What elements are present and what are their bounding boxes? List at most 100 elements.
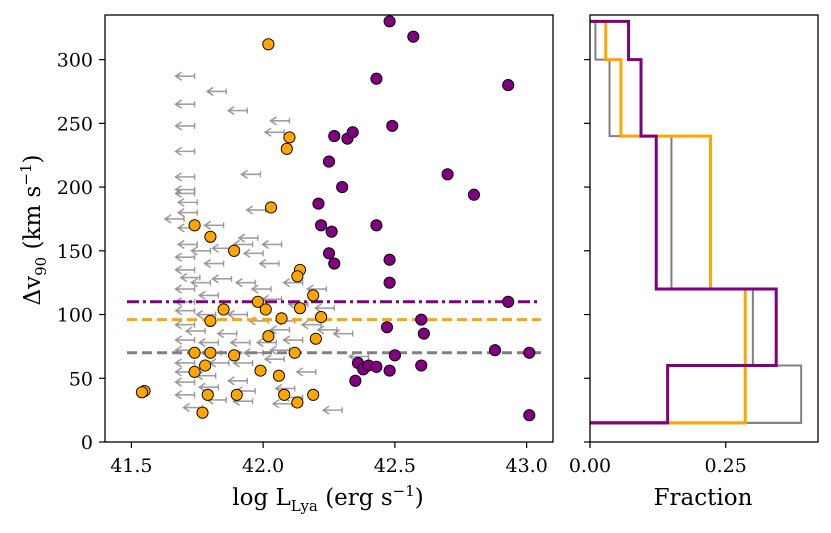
purple-point bbox=[322, 155, 336, 168]
upper-limit-arrow bbox=[174, 146, 196, 157]
upper-limit-arrow bbox=[176, 197, 198, 208]
purple-point bbox=[349, 374, 362, 387]
orange-point bbox=[204, 230, 217, 243]
upper-limit-arrow bbox=[282, 278, 304, 288]
upper-limit-arrow bbox=[313, 303, 335, 313]
upper-limit-head bbox=[211, 274, 219, 284]
orange-point bbox=[228, 244, 241, 257]
purple-point bbox=[502, 295, 515, 308]
purple-point bbox=[325, 225, 338, 238]
upper-limit-head bbox=[245, 205, 254, 215]
purple-point bbox=[388, 349, 401, 362]
upper-limit-head bbox=[313, 303, 322, 313]
purple-point bbox=[380, 321, 394, 334]
upper-limit-arrow bbox=[174, 71, 196, 81]
orange-point bbox=[262, 330, 275, 343]
purple-point bbox=[383, 276, 396, 289]
upper-limit-head bbox=[242, 248, 251, 259]
upper-limit-head bbox=[263, 127, 272, 137]
scatter-panel: 41.5 42.0 42.5 43.0 0 50 100 150 200 250 300 bbox=[57, 14, 554, 477]
x-tick-label: 41.5 bbox=[110, 455, 152, 477]
y-tick-label: 0 bbox=[81, 432, 93, 454]
histogram-frame bbox=[589, 14, 819, 443]
purple-point bbox=[407, 30, 420, 43]
upper-limit-head bbox=[237, 233, 246, 243]
scatter-frame bbox=[104, 14, 554, 443]
purple-point bbox=[523, 346, 536, 359]
upper-limit-head bbox=[240, 169, 248, 179]
upper-limit-head bbox=[189, 278, 198, 288]
upper-limit-head bbox=[242, 348, 251, 358]
purple-point bbox=[502, 79, 515, 92]
purple-point bbox=[370, 219, 383, 232]
upper-limit-head bbox=[258, 258, 267, 269]
upper-limit-head bbox=[282, 335, 291, 345]
upper-limit-arrow bbox=[163, 214, 185, 224]
purple-point bbox=[336, 181, 349, 194]
x-tick-label: 42.0 bbox=[242, 455, 284, 477]
upper-limit-head bbox=[176, 207, 185, 218]
orange-point bbox=[307, 388, 320, 401]
upper-limit-arrow bbox=[242, 248, 264, 259]
upper-limit-head bbox=[203, 220, 212, 230]
upper-limit-head bbox=[300, 320, 309, 330]
upper-limit-head bbox=[316, 325, 325, 335]
upper-limit-arrow bbox=[245, 205, 267, 215]
upper-limit-head bbox=[174, 358, 183, 368]
orange-point bbox=[188, 219, 201, 232]
x-tick-label: 42.5 bbox=[374, 455, 416, 477]
upper-limit-arrow bbox=[189, 278, 212, 288]
upper-limit-head bbox=[295, 367, 304, 377]
purple-point bbox=[383, 15, 396, 28]
purple-point bbox=[417, 327, 430, 340]
orange-point bbox=[201, 388, 214, 401]
upper-limit-arrow bbox=[229, 337, 251, 348]
upper-limit-arrow bbox=[184, 326, 206, 336]
upper-limit-arrow bbox=[258, 258, 280, 269]
upper-limit-arrow bbox=[174, 252, 196, 262]
upper-limit-head bbox=[332, 328, 341, 339]
upper-limit-head bbox=[174, 306, 183, 316]
upper-limit-arrow bbox=[174, 284, 196, 294]
upper-limit-arrow bbox=[232, 358, 254, 368]
upper-limit-arrow bbox=[263, 127, 285, 137]
upper-limit-head bbox=[203, 258, 212, 269]
upper-limit-arrow bbox=[226, 105, 249, 116]
upper-limit-arrow bbox=[174, 265, 196, 275]
orange-point bbox=[199, 359, 212, 372]
orange-point bbox=[230, 388, 243, 401]
upper-limit-arrow bbox=[208, 358, 230, 368]
y-tick-label: 200 bbox=[57, 177, 93, 199]
orange-point bbox=[309, 332, 322, 345]
orange-point bbox=[196, 406, 209, 419]
upper-limit-head bbox=[174, 188, 183, 199]
upper-limit-head bbox=[321, 405, 330, 415]
orange-point bbox=[293, 302, 307, 315]
upper-limit-head bbox=[232, 358, 241, 368]
purple-point bbox=[441, 168, 454, 181]
upper-limit-head bbox=[174, 377, 183, 387]
upper-limit-arrow bbox=[176, 207, 198, 218]
upper-limit-head bbox=[229, 337, 238, 348]
upper-limit-head bbox=[205, 86, 214, 97]
upper-limit-arrow bbox=[203, 258, 225, 269]
upper-limit-arrow bbox=[174, 121, 196, 131]
upper-limit-head bbox=[197, 337, 206, 348]
orange-point bbox=[228, 349, 241, 362]
upper-limit-arrow bbox=[189, 246, 212, 256]
upper-limit-arrow bbox=[255, 337, 277, 348]
upper-limit-head bbox=[255, 337, 264, 348]
upper-limit-head bbox=[184, 326, 193, 336]
histogram-panel: 0.00 0.25 bbox=[569, 14, 819, 477]
upper-limit-arrow bbox=[174, 335, 196, 345]
orange-point bbox=[188, 346, 201, 359]
upper-limit-head bbox=[271, 399, 280, 409]
orange-point bbox=[278, 388, 291, 401]
upper-limit-head bbox=[197, 290, 206, 301]
orange-point bbox=[291, 270, 304, 283]
histogram-plot-area bbox=[590, 19, 803, 425]
upper-limit-head bbox=[195, 309, 204, 320]
upper-limit-head bbox=[234, 278, 243, 288]
upper-limit-head bbox=[174, 184, 183, 195]
upper-limit-arrow bbox=[174, 358, 196, 368]
